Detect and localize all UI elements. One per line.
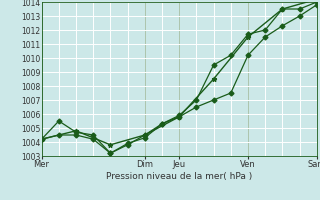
X-axis label: Pression niveau de la mer( hPa ): Pression niveau de la mer( hPa ) — [106, 172, 252, 181]
